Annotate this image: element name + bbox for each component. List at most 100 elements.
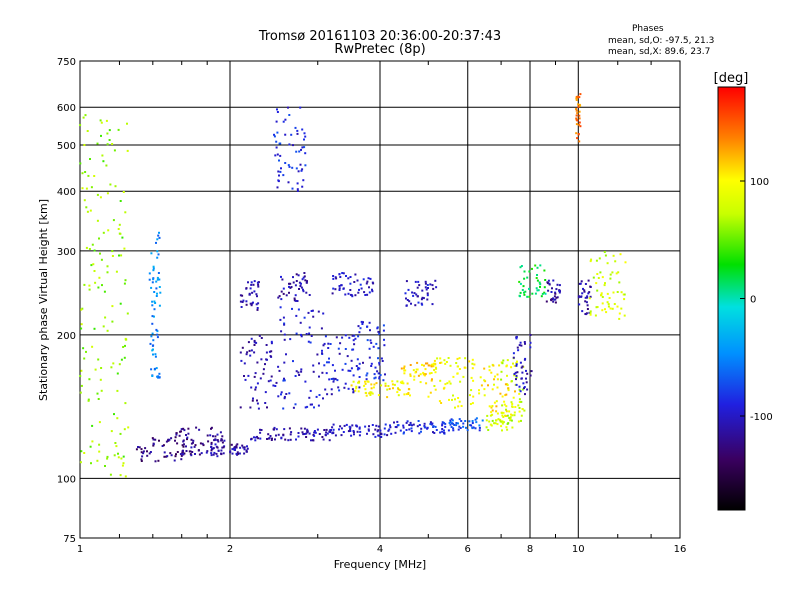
data-point — [330, 388, 333, 391]
data-point — [99, 252, 101, 255]
data-point — [353, 343, 356, 346]
data-point — [294, 375, 297, 377]
data-point — [87, 174, 90, 177]
data-point — [420, 302, 423, 305]
data-point — [283, 322, 286, 325]
data-point — [303, 433, 306, 435]
data-point — [544, 279, 547, 281]
data-point — [257, 302, 260, 305]
data-point — [465, 426, 467, 429]
data-point — [578, 140, 581, 143]
data-point — [175, 432, 178, 435]
data-point — [618, 317, 621, 320]
data-point — [270, 350, 273, 353]
data-point — [443, 431, 445, 434]
data-point — [393, 421, 395, 424]
data-point — [374, 366, 377, 369]
data-point — [245, 450, 248, 453]
data-point — [366, 432, 368, 435]
data-point — [386, 388, 389, 391]
data-point — [424, 373, 427, 376]
data-point — [289, 433, 292, 436]
data-point — [282, 120, 285, 123]
data-point — [151, 315, 154, 318]
data-point — [519, 291, 522, 294]
data-point — [331, 426, 334, 429]
data-point — [577, 296, 580, 299]
data-point — [554, 298, 557, 301]
data-point — [391, 380, 394, 383]
data-point — [508, 410, 511, 413]
data-point — [349, 293, 352, 296]
data-point — [295, 314, 298, 317]
data-point — [126, 122, 128, 125]
data-point — [397, 394, 400, 397]
data-point — [441, 430, 444, 433]
data-point — [544, 292, 547, 295]
data-point — [309, 403, 312, 406]
data-point — [443, 429, 445, 432]
data-point — [115, 445, 118, 448]
data-point — [87, 398, 90, 401]
data-point — [495, 405, 498, 408]
data-point — [248, 293, 251, 296]
data-point — [420, 430, 422, 433]
data-point — [156, 276, 159, 279]
data-point — [311, 403, 313, 406]
data-point — [87, 399, 90, 402]
data-point — [329, 429, 332, 432]
data-point — [364, 382, 367, 385]
data-point — [418, 424, 421, 426]
data-point — [370, 365, 373, 367]
data-point — [579, 125, 582, 128]
data-point — [304, 380, 307, 383]
data-point — [548, 282, 551, 285]
data-point — [325, 428, 328, 431]
data-point — [375, 424, 378, 427]
data-point — [283, 379, 286, 382]
data-point — [288, 282, 290, 285]
data-point — [313, 431, 316, 434]
data-point — [432, 365, 435, 368]
data-point — [427, 287, 429, 289]
data-point — [269, 435, 272, 437]
data-point — [369, 329, 371, 332]
data-point — [379, 374, 382, 377]
data-point — [351, 334, 354, 337]
data-point — [368, 425, 370, 428]
data-point — [334, 369, 336, 372]
data-point — [607, 305, 610, 308]
data-point — [102, 325, 105, 328]
data-point — [256, 382, 259, 385]
data-point — [339, 276, 342, 278]
data-point — [241, 301, 244, 303]
data-point — [275, 381, 278, 384]
data-point — [156, 256, 159, 259]
data-point — [318, 433, 321, 435]
data-point — [452, 394, 454, 397]
y-tick-label: 75 — [63, 534, 76, 545]
data-point — [368, 347, 371, 350]
data-point — [351, 295, 354, 298]
data-point — [124, 475, 127, 478]
data-point — [289, 282, 292, 285]
data-point — [404, 292, 407, 295]
data-point — [123, 428, 126, 431]
data-point — [202, 444, 205, 447]
data-point — [109, 183, 112, 186]
data-point — [342, 287, 345, 290]
data-point — [83, 144, 86, 146]
data-point — [468, 420, 471, 423]
data-point — [291, 187, 294, 190]
data-point — [282, 287, 285, 290]
colorbar-tick-label: 100 — [750, 177, 769, 188]
data-point — [332, 275, 335, 277]
data-point — [423, 425, 426, 427]
data-point — [111, 305, 114, 308]
data-point — [324, 335, 327, 338]
data-point — [460, 405, 463, 407]
phases-heading: Phases — [632, 24, 664, 34]
data-point — [199, 442, 202, 445]
data-point — [306, 280, 308, 283]
data-point — [416, 295, 419, 298]
